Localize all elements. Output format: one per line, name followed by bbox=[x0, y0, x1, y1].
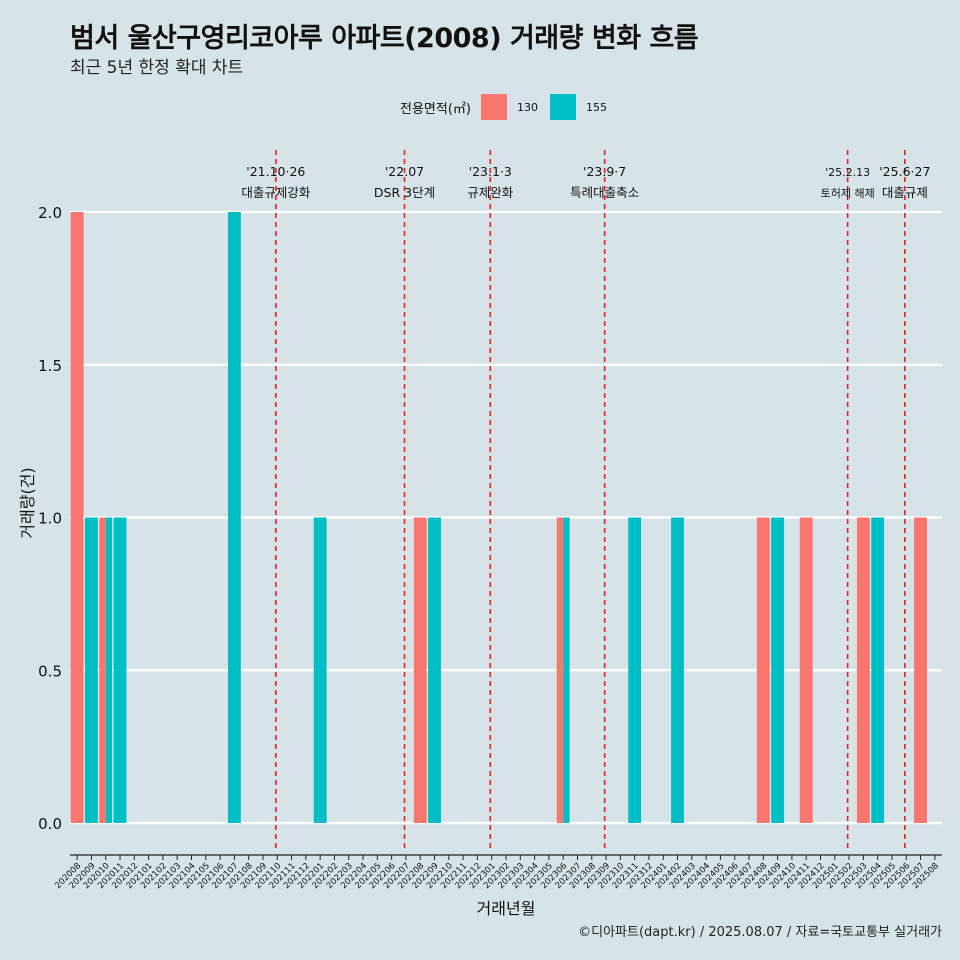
bar-155-202009 bbox=[85, 517, 98, 823]
event-date-label: '22.07 bbox=[385, 164, 424, 179]
legend: 전용면적(㎡) 130 155 bbox=[400, 93, 619, 121]
y-tick-label: 2.0 bbox=[38, 204, 62, 222]
x-axis-title: 거래년월 bbox=[477, 899, 536, 918]
event-name-label: DSR 3단계 bbox=[374, 185, 435, 200]
bar-155-202201 bbox=[313, 517, 327, 823]
bar-155-202311 bbox=[628, 517, 642, 823]
y-axis-title: 거래량(건) bbox=[18, 467, 37, 538]
event-name-label: 규제완화 bbox=[467, 185, 514, 200]
source-caption: ©디아파트(dapt.kr) / 2025.08.07 / 자료=국토교통부 실… bbox=[578, 925, 942, 940]
event-date-label: '25.2.13 bbox=[825, 166, 870, 179]
bar-130-202306 bbox=[556, 517, 564, 823]
bar-155-202306 bbox=[563, 517, 570, 823]
bar-155-202402 bbox=[671, 517, 684, 823]
bar-155-202011 bbox=[113, 517, 127, 823]
legend-label-130: 130 bbox=[516, 100, 538, 114]
event-name-label: 대출규제 bbox=[882, 185, 928, 200]
bar-155-202504 bbox=[871, 517, 885, 823]
event-date-label: '23.9·7 bbox=[583, 164, 626, 179]
bar-155-202107 bbox=[227, 212, 241, 823]
chart-subtitle: 최근 5년 한정 확대 차트 bbox=[70, 58, 244, 78]
event-date-label: '23.1·3 bbox=[469, 164, 512, 179]
event-name-label: 대출규제강화 bbox=[241, 185, 311, 200]
legend-key-155 bbox=[549, 94, 576, 120]
event-date-label: '21.10·26 bbox=[246, 164, 305, 179]
event-date-label: '25.6·27 bbox=[879, 164, 930, 179]
chart-title: 범서 울산구영리코아루 아파트(2008) 거래량 변화 흐름 bbox=[70, 23, 699, 54]
bar-155-202209 bbox=[428, 517, 441, 823]
legend-key-130 bbox=[480, 94, 507, 120]
legend-label-155: 155 bbox=[585, 100, 607, 114]
bar-130-202503 bbox=[856, 517, 870, 823]
bar-155-202409 bbox=[771, 517, 785, 823]
y-tick-label: 0.5 bbox=[38, 662, 62, 680]
bar-130-202008 bbox=[70, 212, 84, 823]
y-tick-label: 0.0 bbox=[38, 815, 62, 833]
bar-155-202010 bbox=[105, 517, 113, 823]
bar-130-202411 bbox=[799, 517, 813, 823]
legend-title: 전용면적(㎡) bbox=[400, 101, 471, 117]
bar-130-202408 bbox=[756, 517, 770, 823]
event-name-label: 특례대출축소 bbox=[570, 185, 639, 200]
bar-130-202507 bbox=[914, 517, 927, 823]
y-tick-label: 1.5 bbox=[38, 357, 62, 375]
bar-130-202010 bbox=[99, 517, 106, 823]
y-tick-label: 1.0 bbox=[38, 510, 62, 528]
event-name-label: 토허제 해제 bbox=[821, 186, 875, 200]
bar-130-202208 bbox=[413, 517, 427, 823]
